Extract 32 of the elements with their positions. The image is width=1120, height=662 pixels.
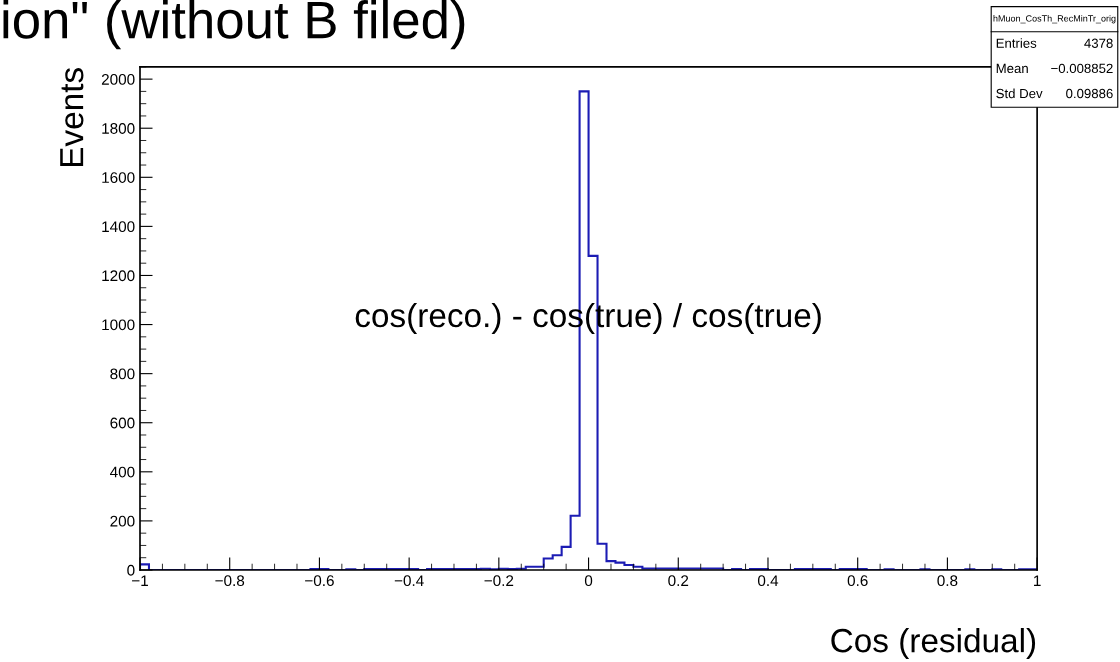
- x-tick-label: −0.4: [394, 575, 424, 587]
- text: 0.09886: [1066, 88, 1113, 99]
- y-tick-label: 1800: [102, 123, 135, 134]
- x-tick-label: 0.6: [847, 575, 868, 587]
- y-tick-label: 400: [110, 466, 135, 478]
- y-axis-title: Events: [60, 68, 84, 167]
- x-axis-title: Cos (residual): [831, 627, 1036, 660]
- y-tick-label: 1000: [102, 319, 135, 331]
- x-tick-label: 0: [584, 575, 593, 587]
- text: Entries: [996, 38, 1037, 48]
- y-tick-label: 1600: [102, 172, 135, 183]
- y-tick-label: 200: [110, 515, 135, 527]
- text: hMuon_CosTh_RecMinTr_orig: [993, 14, 1116, 24]
- x-tick-label: 1: [1034, 575, 1041, 586]
- x-tick-label: −0.6: [305, 575, 334, 587]
- y-tick-label: 1400: [102, 221, 135, 233]
- y-tick-label: 800: [110, 368, 135, 380]
- y-tick-label: 1200: [102, 270, 135, 282]
- text: −0.008852: [1051, 63, 1113, 74]
- y-tick-label: 2000: [101, 74, 135, 85]
- chart-title: ion" (without B filed): [3, 0, 465, 50]
- x-tick-label: −1: [132, 575, 148, 586]
- text: 4378: [1084, 38, 1113, 48]
- annotation: Std Dev: [996, 88, 1043, 99]
- x-tick-label: −0.2: [484, 575, 514, 587]
- x-tick-label: 0.8: [937, 575, 958, 587]
- x-tick-label: 0.2: [668, 575, 689, 587]
- y-tick-label: 0: [127, 564, 135, 576]
- x-tick-label: −0.8: [215, 575, 245, 587]
- annotation: Mean: [996, 63, 1028, 74]
- y-tick-label: 600: [110, 417, 135, 429]
- x-tick-label: 0.4: [757, 575, 779, 587]
